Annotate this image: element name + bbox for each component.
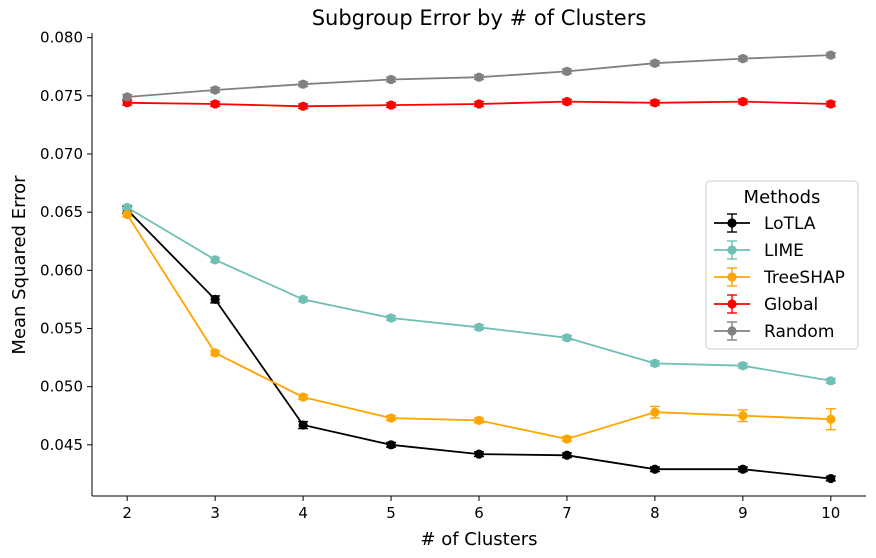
y-tick-label: 0.075	[40, 87, 83, 105]
data-point	[562, 66, 572, 76]
data-point	[474, 99, 484, 109]
data-point	[298, 294, 308, 304]
x-tick-label: 6	[474, 504, 484, 522]
data-point	[210, 255, 220, 265]
legend-item: LoTLA	[714, 213, 816, 234]
data-point	[210, 348, 220, 358]
data-point	[386, 413, 396, 423]
x-tick-label: 7	[562, 504, 572, 522]
data-point	[650, 407, 660, 417]
data-point	[738, 411, 748, 421]
data-point	[210, 294, 220, 304]
legend: Methods LoTLA LIME TreeSHAP Global Random	[705, 180, 859, 350]
data-point	[386, 74, 396, 85]
data-point	[298, 79, 308, 89]
x-tick-label: 2	[122, 504, 132, 522]
data-point	[298, 101, 308, 111]
data-point	[562, 434, 572, 444]
data-point	[650, 464, 660, 474]
data-point	[122, 202, 132, 213]
data-point	[386, 440, 396, 450]
data-point	[562, 97, 572, 107]
y-axis-title: Mean Squared Error	[9, 175, 30, 355]
series-random	[122, 50, 836, 102]
legend-item: LIME	[714, 240, 804, 261]
legend-label: Random	[764, 322, 834, 342]
legend-marker	[727, 218, 737, 228]
data-point	[562, 333, 572, 343]
x-tick-label: 4	[298, 504, 308, 522]
data-point	[298, 420, 308, 430]
legend-item: Random	[714, 321, 834, 342]
data-point	[210, 85, 220, 95]
data-point	[386, 100, 396, 110]
data-point	[122, 209, 132, 220]
x-tick-label: 3	[210, 504, 220, 522]
legend-label: Global	[764, 295, 818, 315]
data-point	[474, 415, 484, 425]
legend-item: TreeSHAP	[714, 267, 845, 288]
data-point	[650, 358, 660, 368]
data-point	[826, 50, 836, 60]
series-treeshap	[122, 209, 836, 444]
y-tick-label: 0.060	[40, 261, 83, 279]
x-tick-label: 5	[386, 504, 396, 522]
legend-title: Methods	[744, 187, 821, 208]
legend-marker	[727, 245, 737, 255]
data-point	[826, 376, 836, 386]
legend-marker	[727, 326, 737, 336]
series-lime	[122, 202, 836, 386]
data-point	[562, 450, 572, 460]
x-tick-label: 9	[738, 504, 748, 522]
data-point	[650, 58, 660, 68]
x-axis-title: # of Clusters	[420, 529, 537, 550]
y-tick-label: 0.055	[40, 319, 83, 337]
data-point	[474, 322, 484, 332]
series-layer	[122, 50, 836, 484]
legend-item: Global	[714, 294, 818, 315]
y-tick-label: 0.080	[40, 29, 83, 47]
data-point	[474, 449, 484, 459]
data-point	[826, 99, 836, 109]
legend-label: LoTLA	[764, 214, 816, 234]
x-tick-label: 10	[821, 504, 840, 522]
data-point	[386, 313, 396, 323]
data-point	[738, 361, 748, 371]
data-point	[210, 99, 220, 109]
legend-label: TreeSHAP	[763, 268, 845, 288]
axes: 0.045 0.050 0.055 0.060 0.065 0.070 0.075 0.080…	[40, 29, 866, 522]
data-point	[650, 98, 660, 108]
series-global	[122, 97, 836, 111]
legend-marker	[727, 272, 737, 282]
y-tick-label: 0.065	[40, 203, 83, 221]
data-point	[474, 72, 484, 82]
legend-marker	[727, 299, 737, 309]
data-point	[122, 92, 132, 102]
data-point	[826, 473, 836, 484]
chart-title: Subgroup Error by # of Clusters	[312, 6, 647, 30]
data-point	[298, 392, 308, 402]
data-point	[738, 464, 748, 474]
data-point	[738, 97, 748, 107]
y-tick-label: 0.050	[40, 378, 83, 396]
x-tick-label: 8	[650, 504, 660, 522]
data-point	[738, 53, 748, 64]
legend-label: LIME	[764, 241, 804, 261]
y-tick-label: 0.045	[40, 436, 83, 454]
y-tick-label: 0.070	[40, 145, 83, 163]
data-point	[826, 414, 836, 424]
